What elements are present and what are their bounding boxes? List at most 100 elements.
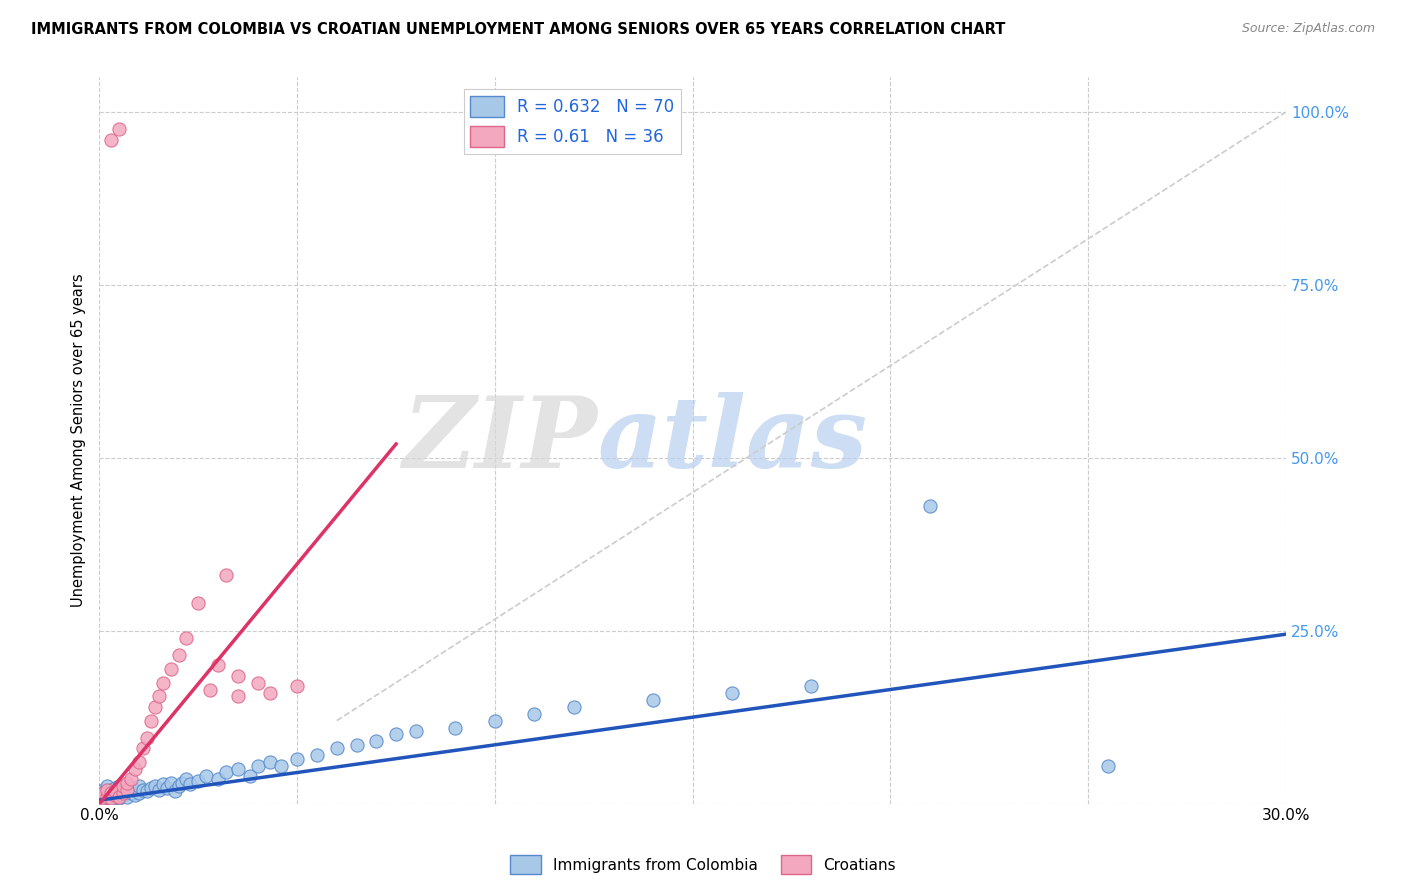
Point: [148, 690, 170, 704]
Point: [132, 741, 155, 756]
Point: [195, 769, 218, 783]
Point: [285, 679, 308, 693]
Point: [167, 648, 190, 662]
Point: [108, 791, 131, 805]
Point: [96, 782, 118, 797]
Point: [124, 762, 146, 776]
Point: [93, 786, 115, 800]
Point: [444, 721, 467, 735]
Point: [120, 772, 142, 787]
Text: IMMIGRANTS FROM COLOMBIA VS CROATIAN UNEMPLOYMENT AMONG SENIORS OVER 65 YEARS CO: IMMIGRANTS FROM COLOMBIA VS CROATIAN UNE…: [31, 22, 1005, 37]
Point: [187, 596, 209, 610]
Point: [100, 782, 122, 797]
Point: [124, 789, 146, 803]
Point: [93, 786, 115, 800]
Point: [100, 793, 122, 807]
Point: [108, 788, 131, 802]
Point: [124, 782, 146, 797]
Point: [108, 784, 131, 798]
Point: [523, 706, 546, 721]
Point: [108, 789, 131, 804]
Point: [179, 777, 201, 791]
Point: [215, 568, 238, 582]
Point: [207, 772, 229, 787]
Point: [128, 786, 150, 800]
Point: [115, 780, 138, 794]
Text: ZIP: ZIP: [402, 392, 598, 489]
Point: [163, 784, 186, 798]
Point: [104, 789, 127, 803]
Point: [172, 776, 194, 790]
Point: [96, 782, 118, 797]
Point: [187, 774, 209, 789]
Point: [115, 782, 138, 797]
Point: [198, 682, 221, 697]
Point: [100, 791, 122, 805]
Point: [270, 758, 292, 772]
Point: [143, 699, 166, 714]
Point: [346, 738, 368, 752]
Point: [112, 780, 135, 794]
Point: [115, 784, 138, 798]
Text: Source: ZipAtlas.com: Source: ZipAtlas.com: [1241, 22, 1375, 36]
Point: [918, 500, 941, 514]
Point: [135, 784, 157, 798]
Point: [239, 769, 262, 783]
Point: [100, 786, 122, 800]
Point: [167, 780, 190, 794]
Point: [93, 782, 115, 797]
Point: [96, 780, 118, 794]
Legend: Immigrants from Colombia, Croatians: Immigrants from Colombia, Croatians: [503, 849, 903, 880]
Point: [104, 789, 127, 803]
Point: [159, 776, 181, 790]
Point: [120, 781, 142, 796]
Point: [139, 714, 162, 728]
Point: [259, 686, 281, 700]
Point: [135, 731, 157, 745]
Point: [226, 690, 249, 704]
Legend: R = 0.632   N = 70, R = 0.61   N = 36: R = 0.632 N = 70, R = 0.61 N = 36: [464, 89, 681, 154]
Point: [96, 789, 118, 804]
Point: [721, 686, 744, 700]
Point: [259, 755, 281, 769]
Point: [305, 748, 328, 763]
Point: [104, 784, 127, 798]
Text: atlas: atlas: [598, 392, 868, 489]
Point: [96, 789, 118, 804]
Point: [562, 699, 585, 714]
Point: [100, 789, 122, 804]
Point: [100, 786, 122, 800]
Point: [152, 675, 174, 690]
Point: [484, 714, 506, 728]
Point: [120, 786, 142, 800]
Point: [800, 679, 823, 693]
Point: [108, 780, 131, 794]
Point: [93, 789, 115, 804]
Point: [226, 668, 249, 682]
Point: [152, 777, 174, 791]
Point: [115, 776, 138, 790]
Point: [159, 662, 181, 676]
Point: [112, 782, 135, 797]
Point: [93, 793, 115, 807]
Point: [215, 765, 238, 780]
Point: [176, 631, 198, 645]
Point: [143, 780, 166, 794]
Point: [96, 786, 118, 800]
Point: [226, 762, 249, 776]
Point: [176, 772, 198, 787]
Point: [93, 791, 115, 805]
Point: [246, 758, 269, 772]
Point: [100, 133, 122, 147]
Point: [285, 752, 308, 766]
Point: [326, 741, 349, 756]
Point: [104, 784, 127, 798]
Point: [385, 727, 408, 741]
Point: [96, 793, 118, 807]
Point: [112, 789, 135, 803]
Point: [643, 693, 665, 707]
Point: [112, 786, 135, 800]
Point: [128, 780, 150, 794]
Point: [1097, 758, 1119, 772]
Point: [104, 791, 127, 805]
